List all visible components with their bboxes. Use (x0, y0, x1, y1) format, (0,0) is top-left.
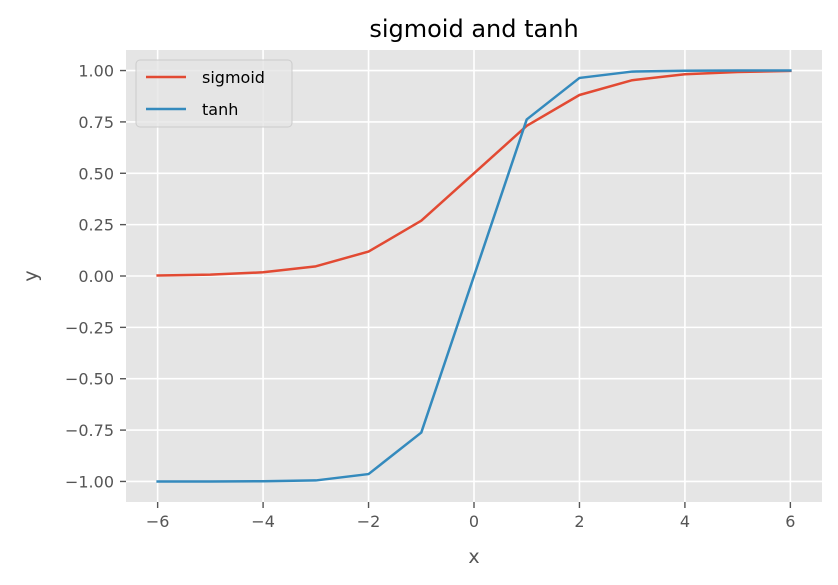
y-tick-label: −1.00 (65, 472, 114, 491)
y-tick-label: 0.25 (78, 216, 114, 235)
series-line-sigmoid (156, 69, 792, 277)
x-tick-label: 2 (574, 512, 584, 531)
legend-label-sigmoid: sigmoid (202, 68, 265, 87)
y-tick-label: 0.75 (78, 113, 114, 132)
series-lines (156, 69, 792, 483)
x-axis: −6 −4 −2 0 2 4 6 (146, 502, 795, 531)
y-axis-label: y (20, 270, 42, 281)
y-tick-label: −0.75 (65, 421, 114, 440)
x-axis-label: x (468, 546, 479, 568)
chart-title: sigmoid and tanh (369, 15, 578, 43)
x-tick-label: 4 (680, 512, 690, 531)
x-tick-label: −2 (357, 512, 381, 531)
x-tick-label: −6 (146, 512, 170, 531)
y-tick-label: −0.25 (65, 318, 114, 337)
y-tick-label: 1.00 (78, 62, 114, 81)
legend-label-tanh: tanh (202, 100, 238, 119)
series-line-tanh (156, 69, 792, 483)
y-tick-label: 0.50 (78, 164, 114, 183)
y-axis: −1.00 −0.75 −0.50 −0.25 0.00 0.25 0.50 0.75 1.00 (65, 62, 126, 491)
x-tick-label: 0 (469, 512, 479, 531)
y-tick-label: −0.50 (65, 370, 114, 389)
x-tick-label: 6 (785, 512, 795, 531)
x-tick-label: −4 (251, 512, 275, 531)
y-tick-label: 0.00 (78, 267, 114, 286)
legend: sigmoid tanh (135, 59, 293, 128)
